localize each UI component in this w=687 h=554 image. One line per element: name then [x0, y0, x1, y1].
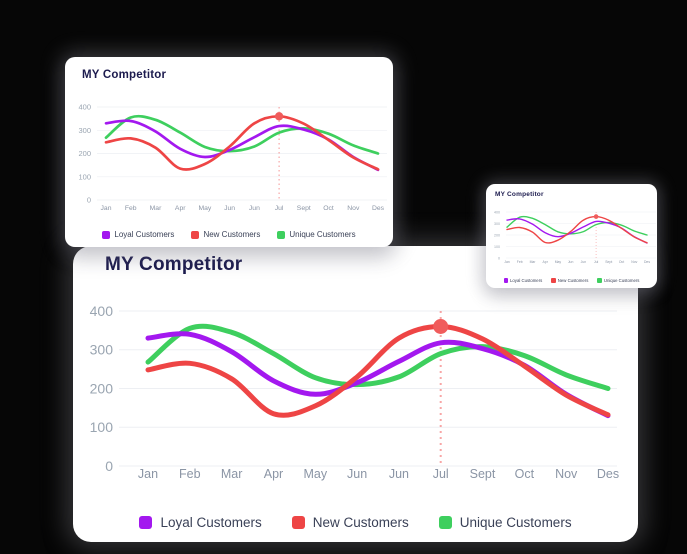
- svg-text:Jul: Jul: [594, 260, 599, 264]
- svg-text:May: May: [555, 260, 562, 264]
- svg-text:Jun: Jun: [581, 260, 587, 264]
- competitor-card-small: MY Competitor 0 100 200 300 400 Jan Feb Mar Apr M…: [486, 184, 657, 288]
- legend-label: New Customers: [557, 278, 589, 283]
- legend-label: Unique Customers: [603, 278, 640, 283]
- svg-text:Jun: Jun: [568, 260, 574, 264]
- new-customers-swatch-icon: [191, 230, 200, 239]
- svg-text:Jul: Jul: [275, 205, 284, 212]
- legend-item-unique: Unique Customers: [597, 278, 639, 283]
- svg-text:Jan: Jan: [138, 467, 158, 481]
- new-customers-swatch-icon: [551, 278, 556, 283]
- svg-text:Jun: Jun: [389, 467, 409, 481]
- legend-label: New Customers: [312, 515, 409, 530]
- svg-text:Oct: Oct: [619, 260, 624, 264]
- svg-text:Jun: Jun: [347, 467, 367, 481]
- svg-text:Jan: Jan: [504, 260, 510, 264]
- loyal-customers-swatch-icon: [102, 230, 111, 239]
- svg-text:Nov: Nov: [555, 467, 578, 481]
- legend-item-new: New Customers: [551, 278, 588, 283]
- svg-text:Jan: Jan: [101, 205, 112, 212]
- svg-text:Nov: Nov: [631, 260, 637, 264]
- line-chart-medium: 0 100 200 300 400 Jan Feb Mar Apr May Jun Jun Jul Sep…: [78, 103, 387, 212]
- legend-label: Unique Customers: [289, 230, 356, 239]
- chart-legend: Loyal Customers New Customers Unique Cus…: [486, 278, 657, 283]
- svg-text:100: 100: [494, 245, 500, 249]
- unique-customers-swatch-icon: [597, 278, 602, 283]
- svg-text:Jun: Jun: [249, 205, 260, 212]
- legend-label: Unique Customers: [459, 515, 572, 530]
- svg-text:400: 400: [78, 103, 91, 112]
- svg-text:Mar: Mar: [221, 467, 243, 481]
- svg-text:100: 100: [78, 172, 91, 181]
- legend-item-loyal: Loyal Customers: [139, 515, 262, 530]
- legend-label: Loyal Customers: [160, 515, 262, 530]
- svg-text:300: 300: [494, 222, 500, 226]
- line-chart-large[interactable]: 0 100 200 300 400 Jan Feb Mar Apr May Jun Jun Jul Sep…: [73, 286, 638, 486]
- legend-item-unique: Unique Customers: [277, 230, 356, 239]
- svg-text:Nov: Nov: [347, 205, 360, 212]
- svg-text:Mar: Mar: [150, 205, 162, 212]
- chart-title: MY Competitor: [105, 254, 243, 275]
- unique-customers-swatch-icon: [277, 230, 286, 239]
- svg-text:400: 400: [90, 303, 114, 319]
- svg-text:Sept: Sept: [470, 467, 496, 481]
- svg-text:200: 200: [90, 380, 114, 396]
- svg-text:Jul: Jul: [433, 467, 449, 481]
- new-customers-swatch-icon: [291, 516, 305, 529]
- line-chart-small: 0 100 200 300 400 Jan Feb Mar Apr May Jun Jun Jul Sep…: [494, 210, 656, 264]
- legend-label: Loyal Customers: [510, 278, 543, 283]
- svg-text:Jun: Jun: [224, 205, 235, 212]
- svg-text:Des: Des: [644, 260, 650, 264]
- legend-label: New Customers: [203, 230, 261, 239]
- legend-label: Loyal Customers: [114, 230, 175, 239]
- legend-item-unique: Unique Customers: [438, 515, 572, 530]
- svg-text:Des: Des: [372, 205, 385, 212]
- competitor-card-medium: MY Competitor 0 100 200 300 400 Jan Feb Mar Apr M…: [65, 57, 393, 247]
- svg-text:Oct: Oct: [323, 205, 334, 212]
- svg-text:Sept: Sept: [605, 260, 612, 264]
- svg-text:Mar: Mar: [530, 260, 537, 264]
- chart-legend: Loyal Customers New Customers Unique Cus…: [73, 515, 638, 530]
- legend-item-new: New Customers: [191, 230, 260, 239]
- loyal-customers-swatch-icon: [503, 278, 509, 283]
- svg-text:Apr: Apr: [543, 260, 549, 264]
- chart-title: MY Competitor: [495, 191, 544, 198]
- svg-text:May: May: [303, 467, 327, 481]
- svg-text:Oct: Oct: [515, 467, 535, 481]
- svg-text:0: 0: [498, 256, 500, 260]
- svg-text:Feb: Feb: [125, 205, 137, 212]
- svg-text:Apr: Apr: [175, 205, 186, 212]
- legend-item-loyal: Loyal Customers: [503, 278, 543, 283]
- loyal-customers-swatch-icon: [139, 516, 153, 529]
- legend-item-new: New Customers: [291, 515, 409, 530]
- svg-text:0: 0: [87, 196, 91, 205]
- svg-text:Feb: Feb: [179, 467, 201, 481]
- legend-item-loyal: Loyal Customers: [102, 230, 174, 239]
- svg-text:May: May: [198, 205, 211, 212]
- svg-text:Des: Des: [597, 467, 619, 481]
- unique-customers-swatch-icon: [438, 516, 452, 529]
- chart-title: MY Competitor: [82, 69, 167, 81]
- svg-text:100: 100: [90, 419, 114, 435]
- svg-text:Feb: Feb: [517, 260, 523, 264]
- svg-text:300: 300: [90, 342, 114, 358]
- svg-text:300: 300: [78, 126, 91, 135]
- svg-text:200: 200: [78, 149, 91, 158]
- competitor-card-large: MY Competitor 0 100 200 300 400 Jan Feb Mar Apr M…: [73, 246, 638, 542]
- chart-legend: Loyal Customers New Customers Unique Cus…: [65, 230, 393, 239]
- svg-text:0: 0: [105, 458, 113, 474]
- svg-text:Apr: Apr: [264, 467, 283, 481]
- svg-text:400: 400: [494, 210, 500, 214]
- svg-text:200: 200: [494, 233, 500, 237]
- svg-text:Sept: Sept: [297, 205, 311, 212]
